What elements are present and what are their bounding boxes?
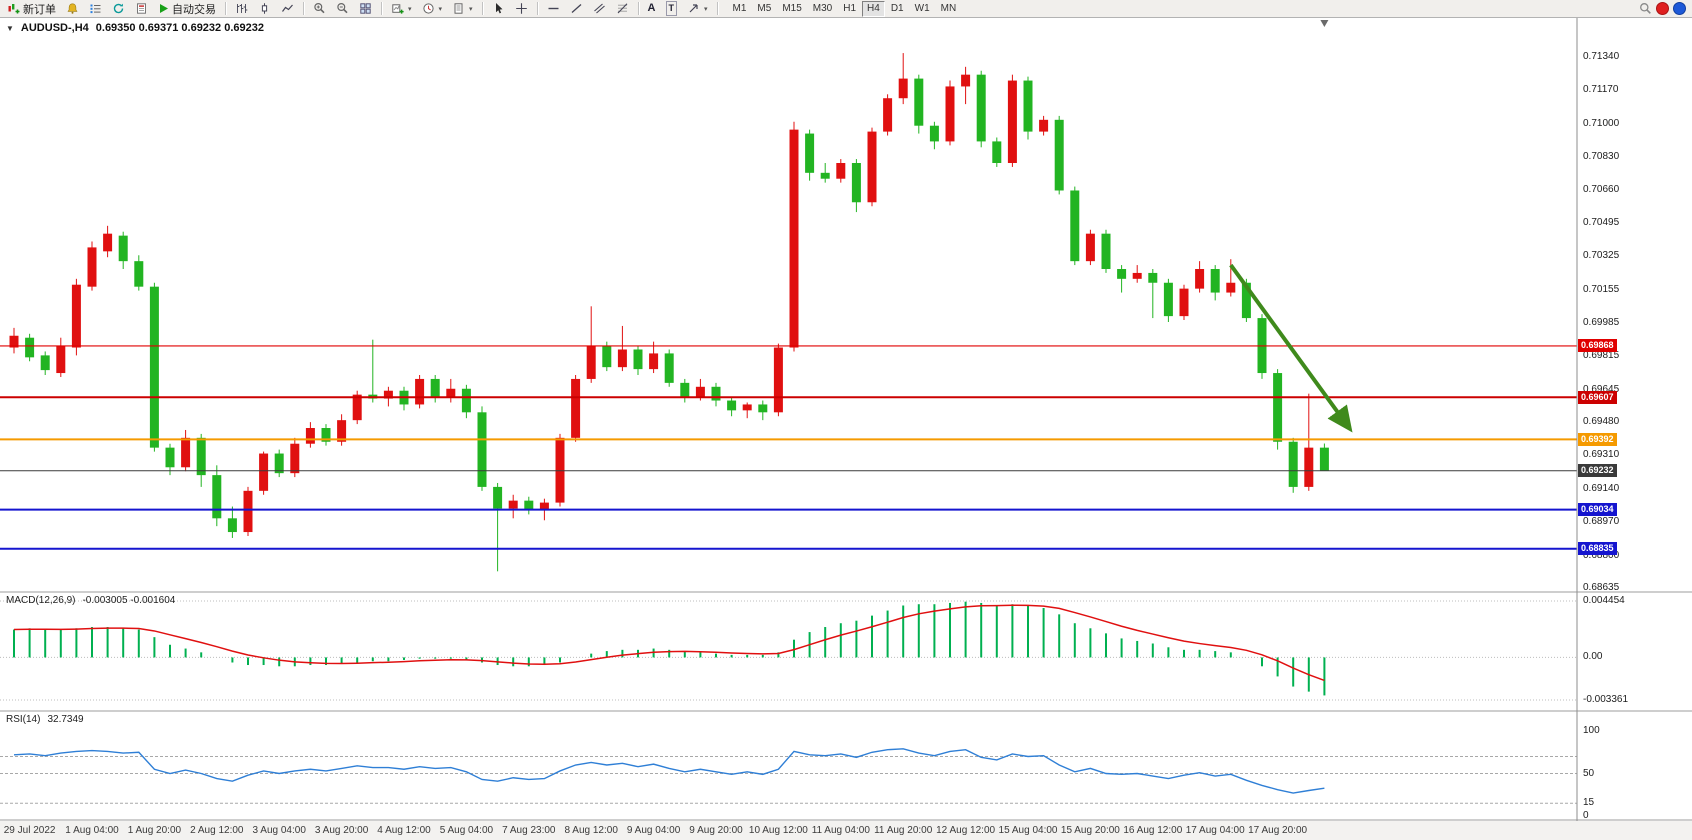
toolbar-right-group <box>1639 2 1689 15</box>
news-icon <box>137 3 146 14</box>
timeframe-button-H4[interactable]: H4 <box>862 0 885 17</box>
timeframe-button-W1[interactable]: W1 <box>914 2 930 14</box>
crosshair-icon <box>515 3 527 14</box>
collapse-icon[interactable]: ▼ <box>6 24 14 33</box>
new-order-label: 新订单 <box>23 3 56 16</box>
toolbar: 新订单 自动交易 <box>0 0 1692 18</box>
template-icon <box>454 3 463 14</box>
symbol-period-label: AUDUSD-,H4 <box>20 22 89 34</box>
search-icon[interactable] <box>1639 2 1652 15</box>
clock-icon <box>422 3 434 14</box>
arrows-button[interactable]: ▾ <box>683 0 712 17</box>
market-watch-icon <box>90 4 101 14</box>
macd-pane-label: MACD(12,26,9) -0.003005 -0.001604 <box>6 595 175 606</box>
candlestick-chart-button[interactable] <box>254 0 275 17</box>
fibonacci-icon <box>617 3 627 14</box>
bar-chart-button[interactable] <box>231 0 252 17</box>
toolbar-separator <box>637 2 639 15</box>
timeframe-button-M5[interactable]: M5 <box>757 2 772 14</box>
chevron-down-icon: ▾ <box>408 5 412 13</box>
price-tag[interactable]: 0.69392 <box>1578 432 1617 446</box>
chevron-down-icon: ▾ <box>469 5 473 13</box>
toolbar-separator <box>481 2 483 15</box>
toolbar-separator <box>716 2 718 15</box>
notification-badge-red[interactable] <box>1656 2 1669 15</box>
autotrading-label: 自动交易 <box>172 3 216 16</box>
crosshair-button[interactable] <box>511 0 532 17</box>
toolbar-separator <box>536 2 538 15</box>
bar-chart-icon <box>237 4 248 13</box>
new-order-button[interactable]: 新订单 <box>3 0 60 17</box>
zoom-in-button[interactable] <box>309 0 330 17</box>
price-tag[interactable]: 0.69868 <box>1578 339 1617 353</box>
price-tag[interactable]: 0.69232 <box>1578 464 1617 478</box>
text-button[interactable]: A <box>644 0 660 17</box>
notification-badge-blue[interactable] <box>1673 2 1686 15</box>
label-tool-label: T <box>665 1 677 16</box>
line-chart-icon <box>282 4 293 12</box>
market-watch-button[interactable] <box>85 0 106 17</box>
timeframe-button-M15[interactable]: M15 <box>782 2 802 14</box>
tile-windows-button[interactable] <box>355 0 376 17</box>
play-icon <box>160 4 168 13</box>
timeframe-button-H1[interactable]: H1 <box>843 2 857 14</box>
zoom-out-icon <box>337 2 348 14</box>
trendline-icon <box>571 4 581 13</box>
candlestick-icon <box>261 3 268 14</box>
autotrading-button[interactable]: 自动交易 <box>154 0 220 17</box>
new-order-icon <box>8 4 20 14</box>
rsi-pane-label: RSI(14) 32.7349 <box>6 714 84 725</box>
timeframe-button-M1[interactable]: M1 <box>732 2 747 14</box>
toolbar-separator <box>381 2 382 15</box>
ohlc-values: 0.69350 0.69371 0.69232 0.69232 <box>95 22 264 34</box>
fibonacci-button[interactable] <box>612 0 633 17</box>
macd-title: MACD(12,26,9) <box>6 595 76 606</box>
text-label-button[interactable]: T <box>662 0 682 17</box>
zoom-out-button[interactable] <box>332 0 353 17</box>
rsi-value: 32.7349 <box>47 714 84 725</box>
macd-values: -0.003005 -0.001604 <box>82 595 176 606</box>
price-tag[interactable]: 0.68835 <box>1578 542 1617 556</box>
channel-button[interactable] <box>589 0 610 17</box>
new-chart-icon <box>392 4 404 14</box>
arrow-tool-icon <box>689 4 698 13</box>
price-tag[interactable]: 0.69034 <box>1578 503 1617 517</box>
refresh-button[interactable] <box>108 0 129 17</box>
cursor-icon <box>495 3 503 14</box>
news-button[interactable] <box>131 0 152 17</box>
text-tool-label: A <box>647 2 656 14</box>
rsi-title: RSI(14) <box>6 714 41 725</box>
alerts-button[interactable] <box>62 0 83 17</box>
chevron-down-icon: ▾ <box>704 5 708 13</box>
horizontal-line-button[interactable] <box>543 0 564 17</box>
price-tag[interactable]: 0.69607 <box>1578 390 1617 404</box>
toolbar-separator <box>303 2 304 15</box>
timeframe-toolbar: M1 M5 M15 M30 H1 H4 D1 W1 MN <box>728 0 962 17</box>
channel-icon <box>593 3 605 14</box>
toolbar-separator <box>225 2 226 15</box>
tile-windows-icon <box>360 3 371 14</box>
timeframe-button-M30[interactable]: M30 <box>812 2 833 14</box>
template-button[interactable]: ▾ <box>448 0 477 17</box>
refresh-icon <box>113 3 124 14</box>
chevron-down-icon: ▾ <box>438 5 443 13</box>
bell-icon <box>67 3 78 14</box>
timeframe-button-MN[interactable]: MN <box>940 2 957 14</box>
chart-header: ▼ AUDUSD-,H4 0.69350 0.69371 0.69232 0.6… <box>6 22 264 34</box>
line-chart-button[interactable] <box>277 0 298 17</box>
new-chart-button[interactable]: ▾ <box>387 0 416 17</box>
period-button[interactable]: ▾ <box>418 0 447 17</box>
zoom-in-icon <box>314 2 325 14</box>
timeframe-button-D1[interactable]: D1 <box>890 2 904 14</box>
cursor-button[interactable] <box>488 0 509 17</box>
trendline-button[interactable] <box>566 0 587 17</box>
horizontal-line-icon <box>548 7 559 10</box>
